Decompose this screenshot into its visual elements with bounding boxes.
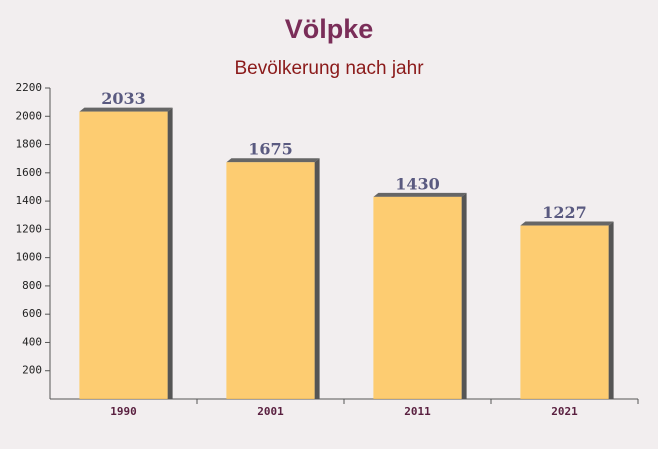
x-tick-label: 1990	[110, 405, 137, 418]
y-tick-label: 600	[22, 307, 42, 320]
y-tick-label: 1400	[16, 194, 43, 207]
value-label: 1675	[248, 140, 293, 159]
bar-shadow	[461, 192, 467, 399]
chart-subtitle: Bevölkerung nach jahr	[234, 58, 424, 79]
y-tick-label: 1200	[16, 222, 43, 235]
value-label: 1430	[395, 174, 440, 193]
bar-shadow	[79, 107, 173, 112]
x-tick-label: 2011	[404, 405, 431, 418]
x-tick-label: 2001	[257, 405, 284, 418]
y-tick-label: 2200	[16, 81, 43, 94]
y-tick-label: 1600	[16, 166, 43, 179]
y-tick-label: 800	[22, 279, 42, 292]
y-tick-label: 1000	[16, 251, 43, 264]
bar-shadow	[520, 221, 614, 226]
bar	[373, 196, 462, 399]
x-tick-label: 2021	[551, 405, 578, 418]
bar-shadow	[373, 192, 467, 197]
bar	[520, 225, 609, 399]
bar	[226, 162, 315, 399]
bar-shadow	[314, 158, 320, 399]
bar	[79, 111, 168, 399]
bar-shadow	[608, 221, 614, 399]
y-tick-label: 400	[22, 335, 42, 348]
y-tick-label: 1800	[16, 138, 43, 151]
bar-shadow	[167, 107, 173, 399]
bar-shadow	[226, 158, 320, 163]
y-tick-label: 200	[22, 364, 42, 377]
y-tick-label: 2000	[16, 109, 43, 122]
value-label: 1227	[542, 203, 587, 222]
chart-title: Völpke	[285, 14, 374, 44]
value-label: 2033	[101, 89, 146, 108]
